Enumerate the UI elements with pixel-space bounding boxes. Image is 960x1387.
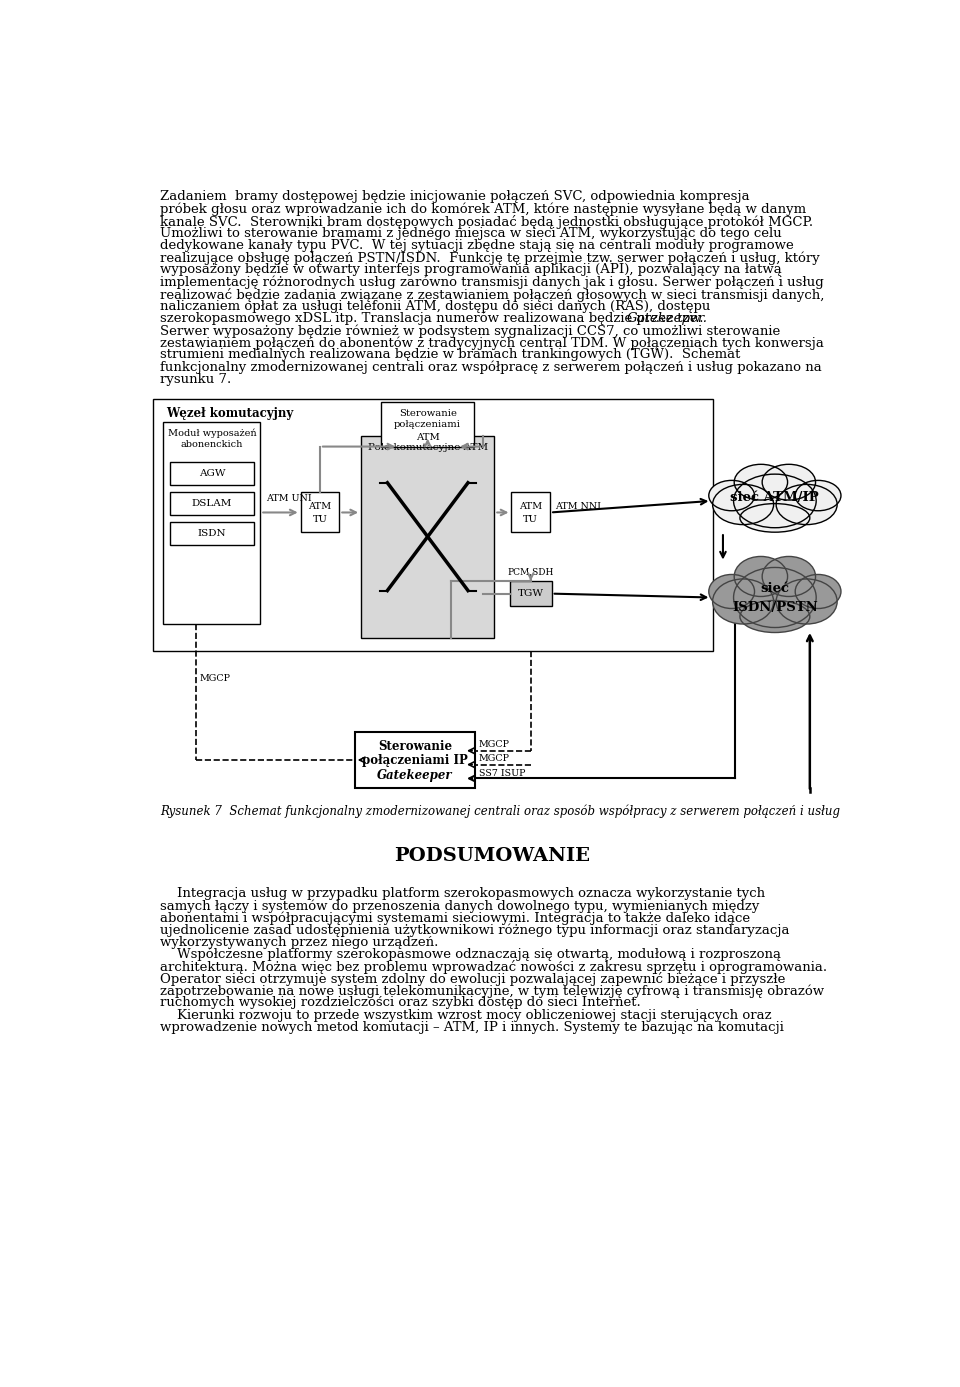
Bar <box>512 492 550 533</box>
Text: naliczaniem opłat za usługi telefonii ATM, dostępu do sieci danych (RAS), dostęp: naliczaniem opłat za usługi telefonii AT… <box>160 300 710 313</box>
Ellipse shape <box>734 556 787 596</box>
Text: ATM NNI: ATM NNI <box>555 502 601 510</box>
Text: ATM: ATM <box>416 433 440 441</box>
Text: Operator sieci otrzymuje system zdolny do ewolucji pozwalającej zapewnić bieżące: Operator sieci otrzymuje system zdolny d… <box>160 972 785 986</box>
Text: Serwer wyposażony będzie również w podsystem sygnalizacji CCS7, co umożliwi ster: Serwer wyposażony będzie również w podsy… <box>160 325 780 337</box>
Text: Sterowanie: Sterowanie <box>378 739 452 753</box>
Text: wykorzystywanych przez niego urządzeń.: wykorzystywanych przez niego urządzeń. <box>160 936 439 949</box>
Text: PCM,SDH: PCM,SDH <box>508 569 554 577</box>
Ellipse shape <box>795 480 841 510</box>
Text: wyposażony będzie w otwarty interfejs programowania aplikacji (API), pozwalający: wyposażony będzie w otwarty interfejs pr… <box>160 264 782 276</box>
Text: wprowadzenie nowych metod komutacji – ATM, IP i innych. Systemy te bazując na ko: wprowadzenie nowych metod komutacji – AT… <box>160 1021 784 1033</box>
Text: Integracja usług w przypadku platform szerokopasmowych oznacza wykorzystanie tyc: Integracja usług w przypadku platform sz… <box>160 888 765 900</box>
Bar <box>170 522 254 545</box>
Text: ISDN: ISDN <box>198 528 227 538</box>
Bar <box>355 732 475 788</box>
Text: TU: TU <box>523 515 539 524</box>
Text: Rysunek 7  Schemat funkcjonalny zmodernizowanej centrali oraz sposób współpracy : Rysunek 7 Schemat funkcjonalny zmoderniz… <box>160 804 840 818</box>
Text: ruchomych wysokiej rozdzielczości oraz szybki dostęp do sieci Internet.: ruchomych wysokiej rozdzielczości oraz s… <box>160 996 641 1010</box>
Text: realizować będzie zadania związane z zestawianiem połączeń głosowych w sieci tra: realizować będzie zadania związane z zes… <box>160 287 825 301</box>
Text: połączeniami IP: połączeniami IP <box>362 753 468 767</box>
Text: sieć ATM/IP: sieć ATM/IP <box>731 491 819 505</box>
Ellipse shape <box>776 578 837 624</box>
Ellipse shape <box>712 578 774 624</box>
Ellipse shape <box>740 503 810 533</box>
Text: próbek głosu oraz wprowadzanie ich do komórek ATM, które następnie wysyłane będą: próbek głosu oraz wprowadzanie ich do ko… <box>160 203 806 216</box>
Text: realizujące obsługę połączeń PSTN/ISDN.  Funkcję tę przejmie tzw. serwer połącze: realizujące obsługę połączeń PSTN/ISDN. … <box>160 251 820 265</box>
Text: szerokopasmowego xDSL itp. Translacja numerów realizowana będzie przez tzw.: szerokopasmowego xDSL itp. Translacja nu… <box>160 312 708 326</box>
Text: połączeniami: połączeniami <box>395 420 461 430</box>
Ellipse shape <box>762 465 816 501</box>
Text: kanale SVC.  Sterowniki bram dostępowych posiadać będą jednostki obsługujące pro: kanale SVC. Sterowniki bram dostępowych … <box>160 215 813 229</box>
Text: samych łączy i systemów do przenoszenia danych dowolnego typu, wymienianych międ: samych łączy i systemów do przenoszenia … <box>160 899 759 913</box>
Bar <box>361 436 494 638</box>
Bar <box>153 399 713 652</box>
Text: ISDN/PSTN: ISDN/PSTN <box>732 601 818 614</box>
Ellipse shape <box>733 567 816 627</box>
Text: funkcjonalny zmodernizowanej centrali oraz współpracę z serwerem połączeń i usłu: funkcjonalny zmodernizowanej centrali or… <box>160 361 822 374</box>
Text: TU: TU <box>313 515 327 524</box>
Text: ATM: ATM <box>308 502 331 510</box>
Ellipse shape <box>776 484 837 524</box>
Text: Zadaniem  bramy dostępowej będzie inicjowanie połączeń SVC, odpowiednia kompresj: Zadaniem bramy dostępowej będzie inicjow… <box>160 190 750 204</box>
Bar <box>170 462 254 485</box>
Text: abonentami i współpracującymi systemami sieciowymi. Integracja to także daleko i: abonentami i współpracującymi systemami … <box>160 911 751 925</box>
Text: strumieni medialnych realizowana będzie w bramach trankingowych (TGW).  Schemat: strumieni medialnych realizowana będzie … <box>160 348 741 362</box>
Text: AGW: AGW <box>199 469 225 479</box>
Text: zestawianiem połączeń do abonentów z tradycyjnych central TDM. W połączeniach ty: zestawianiem połączeń do abonentów z tra… <box>160 336 825 350</box>
Bar <box>163 422 260 624</box>
Text: Sterowanie: Sterowanie <box>398 409 457 417</box>
Text: Moduł wyposażeń: Moduł wyposażeń <box>168 429 256 437</box>
Text: Pole komutacyjne ATM: Pole komutacyjne ATM <box>368 444 488 452</box>
Ellipse shape <box>795 574 841 609</box>
Text: Gatekeeper.: Gatekeeper. <box>627 312 708 325</box>
Text: MGCP: MGCP <box>479 741 510 749</box>
Ellipse shape <box>740 601 810 632</box>
Bar <box>381 402 474 447</box>
Text: DSLAM: DSLAM <box>192 499 232 508</box>
Ellipse shape <box>762 556 816 596</box>
Text: Kierunki rozwoju to przede wszystkim wzrost mocy obliczeniowej stacji sterującyc: Kierunki rozwoju to przede wszystkim wzr… <box>160 1008 772 1022</box>
Text: MGCP: MGCP <box>479 755 510 763</box>
Text: TGW: TGW <box>517 589 543 598</box>
Bar <box>170 492 254 515</box>
Text: SS7 ISUP: SS7 ISUP <box>479 768 525 778</box>
Bar <box>300 492 339 533</box>
Text: dedykowane kanały typu PVC.  W tej sytuacji zbędne stają się na centrali moduły : dedykowane kanały typu PVC. W tej sytuac… <box>160 239 794 252</box>
Text: abonenckich: abonenckich <box>180 441 243 449</box>
Ellipse shape <box>708 480 755 510</box>
Text: ujednolicenie zasad udostępnienia użytkownikowi różnego typu informacji oraz sta: ujednolicenie zasad udostępnienia użytko… <box>160 924 790 938</box>
Text: ATM UNI: ATM UNI <box>267 494 312 503</box>
Text: Umożliwi to sterowanie bramami z jednego miejsca w sieci ATM, wykorzystując do t: Umożliwi to sterowanie bramami z jednego… <box>160 227 782 240</box>
Ellipse shape <box>712 484 774 524</box>
Text: MGCP: MGCP <box>200 674 230 682</box>
Text: ATM: ATM <box>519 502 542 510</box>
Text: architekturą. Można więc bez problemu wprowadzać nowości z zakresu sprzętu i opr: architekturą. Można więc bez problemu wp… <box>160 960 828 974</box>
Text: Gatekeeper: Gatekeeper <box>377 770 453 782</box>
Text: Współczesne platformy szerokopasmowe odznaczają się otwartą, modułową i rozprosz: Współczesne platformy szerokopasmowe odz… <box>160 947 781 961</box>
Text: PODSUMOWANIE: PODSUMOWANIE <box>394 847 590 865</box>
Ellipse shape <box>734 465 787 501</box>
Text: rysunku 7.: rysunku 7. <box>160 373 231 386</box>
Ellipse shape <box>708 574 755 609</box>
Bar <box>510 581 552 606</box>
Ellipse shape <box>733 474 816 527</box>
Text: Węzeł komutacyjny: Węzeł komutacyjny <box>166 406 294 419</box>
Text: sieć: sieć <box>760 581 789 595</box>
Text: implementację różnorodnych usług zarówno transmisji danych jak i głosu. Serwer p: implementację różnorodnych usług zarówno… <box>160 276 824 288</box>
Text: zapotrzebowanie na nowe usługi telekomunikacyjne, w tym telewizję cyfrową i tran: zapotrzebowanie na nowe usługi telekomun… <box>160 985 825 997</box>
